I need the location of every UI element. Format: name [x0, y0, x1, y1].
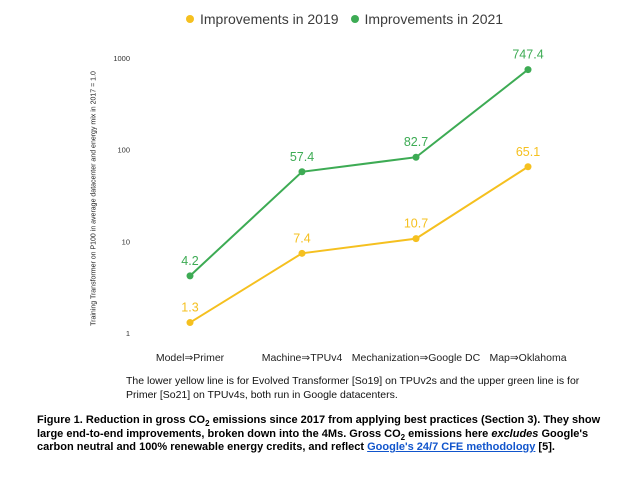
data-label: 4.2 — [181, 254, 198, 268]
legend-dot-icon-2021 — [350, 15, 359, 23]
caption-subscript-2: 2 — [400, 432, 406, 442]
chart-legend: Improvements in 2019 Improvements in 202… — [186, 11, 515, 27]
data-label: 10.7 — [404, 217, 428, 231]
data-label: 82.7 — [404, 135, 428, 149]
series-line — [189, 68, 529, 277]
data-point — [524, 163, 532, 171]
data-label: 57.4 — [290, 150, 314, 164]
caption-subscript-1: 2 — [205, 419, 210, 429]
caption-italic-excludes: excludes — [491, 427, 539, 440]
caption-text-5: [5]. — [535, 441, 555, 453]
legend-label-2021: Improvements in 2021 — [364, 11, 504, 27]
legend-dot-icon-2019 — [186, 15, 194, 23]
data-point — [412, 153, 420, 161]
data-point — [298, 249, 306, 257]
figure-caption: Figure 1. Reduction in gross CO2 emissio… — [37, 414, 617, 455]
series-line — [189, 165, 529, 324]
caption-text-3: emissions here — [405, 427, 492, 440]
data-label: 65.1 — [516, 145, 540, 159]
line-chart: 1 10 100 1000 Model⇒Primer Machine⇒TPUv4 Mecha… — [113, 48, 566, 364]
caption-text-2: emissions since 2017 from applying best … — [37, 414, 601, 440]
x-tick-label: Model⇒Primer — [156, 352, 225, 364]
y-tick-label: 10 — [122, 237, 130, 246]
y-tick-label: 100 — [117, 146, 130, 155]
y-tick-label: 1000 — [113, 54, 130, 63]
x-tick-label: Machine⇒TPUv4 — [262, 352, 343, 364]
data-label: 747.4 — [512, 48, 543, 62]
data-point — [186, 272, 194, 280]
chart-note: The lower yellow line is for Evolved Tra… — [126, 375, 580, 401]
data-point — [412, 235, 420, 243]
data-point — [524, 66, 532, 74]
data-point — [186, 319, 194, 327]
legend-item-2021: Improvements in 2021 — [350, 11, 504, 27]
legend-label-2019: Improvements in 2019 — [200, 11, 339, 27]
data-label: 1.3 — [181, 301, 198, 315]
caption-text-4: Google's carbon neutral and 100% renewab… — [37, 427, 589, 454]
data-point — [298, 168, 306, 176]
x-tick-label: Map⇒Oklahoma — [489, 352, 566, 364]
x-tick-label: Mechanization⇒Google DC — [352, 352, 481, 364]
cfe-methodology-link[interactable]: Google's 24/7 CFE methodology — [367, 441, 536, 453]
caption-text-1: Figure 1. Reduction in gross CO — [37, 414, 206, 426]
legend-item-2019: Improvements in 2019 — [186, 11, 339, 27]
data-label: 7.4 — [293, 231, 310, 245]
y-tick-label: 1 — [126, 329, 130, 338]
